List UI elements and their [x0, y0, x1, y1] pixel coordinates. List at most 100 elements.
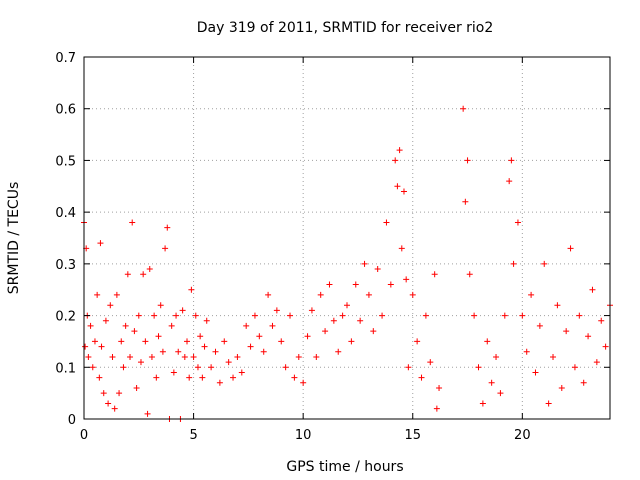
- data-point-plus: [493, 353, 500, 360]
- data-point-plus: [127, 353, 134, 360]
- data-point-plus: [100, 390, 107, 397]
- data-point-plus: [201, 343, 208, 350]
- grid-lines: [84, 57, 610, 419]
- data-point-plus: [144, 410, 151, 417]
- data-point-plus: [514, 219, 521, 226]
- data-point-plus: [326, 281, 333, 288]
- data-point-plus: [433, 405, 440, 412]
- data-point-plus: [151, 312, 158, 319]
- data-point-plus: [256, 333, 263, 340]
- data-point-plus: [129, 219, 136, 226]
- data-point-plus: [396, 147, 403, 154]
- data-point-plus: [501, 312, 508, 319]
- data-point-plus: [203, 317, 210, 324]
- data-point-plus: [102, 317, 109, 324]
- data-point-plus: [528, 291, 535, 298]
- data-point-plus: [398, 245, 405, 252]
- data-point-plus: [330, 317, 337, 324]
- data-point-plus: [567, 245, 574, 252]
- data-point-plus: [190, 353, 197, 360]
- data-point-plus: [269, 322, 276, 329]
- data-point-plus: [109, 353, 116, 360]
- data-point-plus: [431, 271, 438, 278]
- data-point-plus: [243, 322, 250, 329]
- data-point-plus: [510, 260, 517, 267]
- y-tick-label: 0.5: [55, 154, 76, 169]
- data-point-plus: [508, 157, 515, 164]
- data-point-plus: [361, 260, 368, 267]
- data-point-plus: [146, 266, 153, 273]
- chart-title: Day 319 of 2011, SRMTID for receiver rio…: [197, 20, 494, 36]
- data-point-plus: [466, 271, 473, 278]
- data-point-plus: [221, 338, 228, 345]
- data-point-plus: [159, 348, 166, 355]
- data-point-plus: [532, 369, 539, 376]
- y-tick-label: 0.2: [55, 310, 76, 325]
- data-point-plus: [135, 312, 142, 319]
- data-point-plus: [403, 276, 410, 283]
- data-point-plus: [554, 302, 561, 309]
- data-point-plus: [488, 379, 495, 386]
- data-point-plus: [475, 364, 482, 371]
- data-point-plus: [157, 302, 164, 309]
- data-point-plus: [300, 379, 307, 386]
- data-point-plus: [405, 364, 412, 371]
- y-axis-label: SRMTID / TECUs: [6, 182, 22, 295]
- data-point-plus: [576, 312, 583, 319]
- data-point-plus: [168, 322, 175, 329]
- data-point-plus: [580, 379, 587, 386]
- data-point-plus: [394, 183, 401, 190]
- data-point-plus: [173, 312, 180, 319]
- data-point-plus: [365, 291, 372, 298]
- data-point-plus: [94, 291, 101, 298]
- data-point-plus: [541, 260, 548, 267]
- data-point-plus: [87, 322, 94, 329]
- y-tick-label: 0.1: [55, 361, 76, 376]
- data-point-plus: [348, 338, 355, 345]
- data-point-plus: [225, 359, 232, 366]
- data-point-plus: [197, 333, 204, 340]
- x-tick-label: 15: [404, 428, 421, 443]
- data-point-plus: [357, 317, 364, 324]
- data-point-plus: [89, 364, 96, 371]
- data-point-plus: [122, 322, 129, 329]
- data-point-plus: [545, 400, 552, 407]
- data-point-plus: [278, 338, 285, 345]
- data-point-plus: [484, 338, 491, 345]
- data-point-plus: [427, 359, 434, 366]
- data-point-plus: [96, 374, 103, 381]
- data-point-plus: [107, 302, 114, 309]
- data-point-plus: [497, 390, 504, 397]
- data-point-plus: [265, 291, 272, 298]
- data-point-plus: [175, 348, 182, 355]
- data-point-plus: [563, 328, 570, 335]
- data-point-plus: [113, 291, 120, 298]
- data-point-plus: [181, 353, 188, 360]
- data-point-plus: [179, 307, 186, 314]
- data-point-plus: [137, 359, 144, 366]
- data-point-plus: [133, 384, 140, 391]
- x-tick-label: 10: [295, 428, 312, 443]
- data-point-plus: [585, 333, 592, 340]
- data-point-plus: [118, 338, 125, 345]
- data-point-plus: [116, 390, 123, 397]
- data-point-plus: [571, 364, 578, 371]
- data-point-plus: [287, 312, 294, 319]
- data-point-plus: [97, 240, 104, 247]
- data-point-plus: [374, 266, 381, 273]
- data-point-plus: [247, 343, 254, 350]
- data-point-plus: [308, 307, 315, 314]
- data-point-plus: [82, 343, 89, 350]
- data-point-plus: [339, 312, 346, 319]
- data-point-plus: [162, 245, 169, 252]
- data-point-plus: [589, 286, 596, 293]
- data-point-plus: [506, 178, 513, 185]
- data-point-plus: [186, 374, 193, 381]
- data-point-plus: [304, 333, 311, 340]
- data-point-plus: [464, 157, 471, 164]
- data-point-plus: [598, 317, 605, 324]
- data-point-plus: [313, 353, 320, 360]
- y-tick-label: 0: [68, 413, 76, 428]
- axis-ticks: 0 5 10 15 20 0 0.1 0.2 0.3 0.4 0.5 0.6 0.7: [55, 51, 610, 443]
- y-tick-label: 0.4: [55, 206, 76, 221]
